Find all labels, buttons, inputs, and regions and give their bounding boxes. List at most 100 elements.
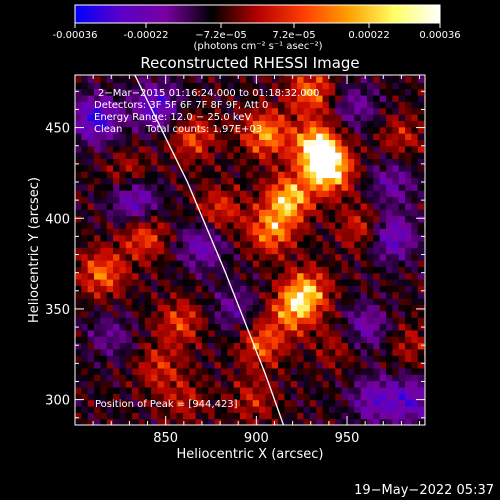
heatmap-cell (271, 221, 279, 229)
heatmap-cell (309, 196, 317, 204)
heatmap-cell (322, 310, 330, 318)
heatmap-cell (100, 259, 108, 267)
heatmap-cell (335, 418, 343, 425)
heatmap-cell (195, 120, 203, 128)
heatmap-cell (163, 367, 171, 375)
heatmap-cell (246, 107, 254, 115)
heatmap-cell (170, 139, 178, 147)
heatmap-cell (214, 285, 222, 293)
heatmap-cell (411, 266, 419, 274)
heatmap-cell (246, 323, 254, 331)
heatmap-cell (81, 279, 89, 286)
heatmap-cell (132, 234, 140, 242)
heatmap-cell (411, 291, 419, 299)
heatmap-cell (271, 367, 279, 375)
heatmap-cell (100, 183, 108, 191)
heatmap-cell (347, 183, 355, 191)
heatmap-cell (201, 152, 209, 160)
heatmap-cell (214, 202, 222, 210)
heatmap-cell (100, 126, 108, 134)
heatmap-cell (132, 152, 140, 160)
heatmap-cell (328, 145, 336, 153)
heatmap-cell (94, 342, 101, 350)
heatmap-cell (87, 386, 95, 394)
heatmap-cell (335, 152, 343, 160)
heatmap-cell (297, 139, 305, 147)
heatmap-cell (176, 240, 184, 248)
heatmap-cell (316, 342, 324, 350)
heatmap-cell (290, 405, 298, 413)
heatmap-cell (411, 355, 419, 363)
heatmap-cell (297, 209, 305, 217)
heatmap-cell (386, 120, 393, 128)
heatmap-cell (354, 393, 362, 401)
heatmap-cell (163, 329, 171, 337)
heatmap-cell (195, 253, 203, 261)
heatmap-cell (81, 133, 89, 140)
heatmap-cell (347, 88, 355, 96)
heatmap-cell (290, 367, 298, 375)
heatmap-cell (335, 323, 343, 331)
heatmap-cell (392, 228, 400, 236)
heatmap-cell (233, 120, 241, 128)
heatmap-cell (309, 139, 317, 147)
heatmap-cell (182, 145, 190, 153)
heatmap-cell (341, 234, 349, 242)
heatmap-cell (328, 171, 336, 179)
heatmap-cell (189, 418, 197, 425)
heatmap-cell (386, 336, 393, 344)
heatmap-cell (113, 285, 121, 293)
heatmap-cell (265, 133, 273, 140)
heatmap-cell (284, 158, 292, 166)
heatmap-cell (100, 291, 108, 299)
heatmap-cell (119, 88, 127, 96)
heatmap-cell (398, 202, 406, 210)
heatmap-cell (163, 152, 171, 160)
heatmap-cell (259, 139, 267, 147)
heatmap-cell (119, 266, 127, 274)
heatmap-cell (405, 126, 412, 134)
heatmap-cell (417, 279, 425, 286)
heatmap-cell (303, 380, 311, 388)
heatmap-cell (373, 323, 381, 331)
heatmap-cell (227, 164, 235, 172)
heatmap-cell (335, 82, 343, 90)
heatmap-cell (373, 285, 381, 293)
heatmap-cell (386, 304, 393, 312)
heatmap-cell (240, 367, 247, 375)
heatmap-cell (189, 348, 197, 356)
heatmap-cell (132, 386, 140, 394)
heatmap-cell (328, 158, 336, 166)
heatmap-cell (316, 374, 324, 382)
heatmap-cell (417, 221, 425, 229)
heatmap-cell (119, 348, 127, 356)
heatmap-cell (303, 279, 311, 286)
heatmap-cell (259, 374, 267, 382)
heatmap-cell (81, 272, 89, 280)
heatmap-cell (119, 113, 127, 121)
heatmap-cell (106, 228, 114, 236)
heatmap-cell (144, 323, 152, 331)
heatmap-cell (322, 152, 330, 160)
heatmap-cell (405, 120, 412, 128)
heatmap-cell (189, 94, 197, 102)
heatmap-cell (386, 253, 393, 261)
heatmap-cell (227, 317, 235, 325)
heatmap-cell (208, 120, 216, 128)
heatmap-cell (113, 158, 121, 166)
heatmap-cell (297, 126, 305, 134)
heatmap-cell (208, 94, 216, 102)
heatmap-cell (144, 386, 152, 394)
heatmap-cell (81, 177, 89, 185)
heatmap-cell (303, 310, 311, 318)
heatmap-cell (119, 75, 127, 77)
heatmap-cell (360, 177, 368, 185)
heatmap-cell (138, 94, 146, 102)
heatmap-cell (240, 228, 247, 236)
heatmap-cell (208, 367, 216, 375)
heatmap-cell (259, 317, 267, 325)
heatmap-cell (220, 158, 228, 166)
heatmap-cell (125, 120, 133, 128)
heatmap-cell (94, 120, 101, 128)
heatmap-cell (125, 298, 133, 306)
